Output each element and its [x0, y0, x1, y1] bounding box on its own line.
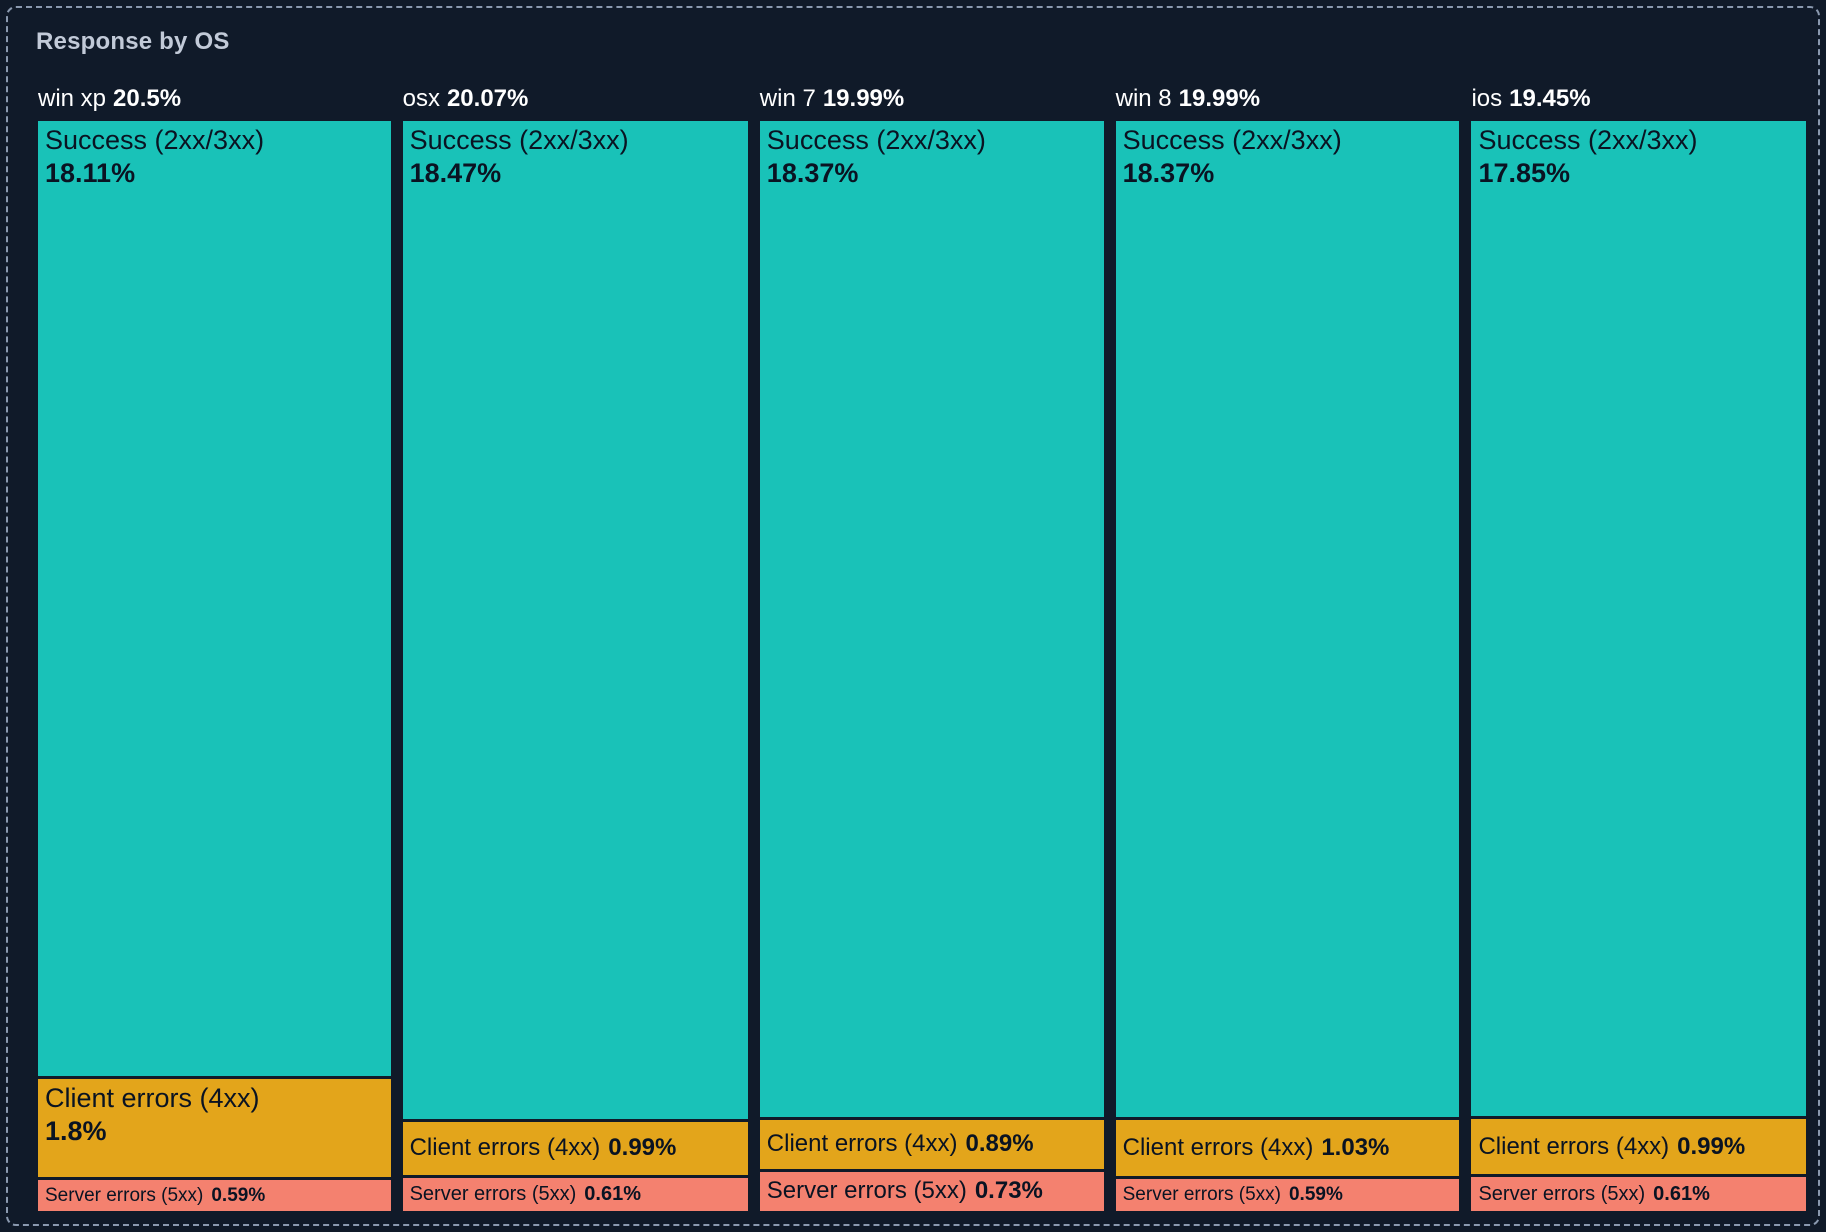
treemap-segment-osx-server-errors[interactable]: Server errors (5xx) 0.61% — [402, 1178, 748, 1212]
segment-label: Success (2xx/3xx) — [1478, 125, 1698, 155]
os-column-body: Success (2xx/3xx) 18.47% Client errors (4x… — [402, 121, 748, 1212]
segment-percent: 18.47% — [409, 158, 502, 188]
segment-percent: 1.03% — [1321, 1134, 1390, 1162]
segment-percent: 0.59% — [1288, 1184, 1343, 1206]
treemap-segment-win-8-client-errors[interactable]: Client errors (4xx) 1.03% — [1115, 1120, 1460, 1177]
os-name: ios — [1471, 85, 1503, 112]
treemap-segment-win-8-success[interactable]: Success (2xx/3xx) 18.37% — [1115, 121, 1460, 1118]
treemap-segment-win-xp-success[interactable]: Success (2xx/3xx) 18.11% — [38, 121, 391, 1077]
segment-label: Success (2xx/3xx) — [409, 125, 629, 155]
segment-label: Success (2xx/3xx) — [766, 125, 986, 155]
segment-percent: 18.37% — [766, 158, 859, 188]
os-column-label: win 7 19.99% — [760, 86, 1104, 111]
segment-label: Success (2xx/3xx) — [45, 125, 265, 155]
os-name: win xp — [38, 85, 107, 112]
treemap-column-win-8: win 8 19.99% Success (2xx/3xx) 18.37% Client… — [1115, 86, 1460, 1211]
panel-frame: Response by OS win xp 20.5% Success (2xx/3… — [6, 6, 1820, 1226]
segment-percent: 0.61% — [1653, 1182, 1710, 1205]
treemap-segment-win-xp-server-errors[interactable]: Server errors (5xx) 0.59% — [38, 1179, 391, 1212]
treemap-segment-win-7-server-errors[interactable]: Server errors (5xx) 0.73% — [759, 1171, 1104, 1211]
os-column-body: Success (2xx/3xx) 18.11% Client errors (4x… — [38, 121, 391, 1212]
treemap-column-win-7: win 7 19.99% Success (2xx/3xx) 18.37% Client… — [759, 86, 1104, 1211]
treemap-segment-osx-client-errors[interactable]: Client errors (4xx) 0.99% — [402, 1121, 748, 1176]
treemap-segment-ios-client-errors[interactable]: Client errors (4xx) 0.99% — [1471, 1119, 1806, 1175]
os-column-label: win 8 19.99% — [1116, 86, 1460, 111]
os-total-percent: 19.99% — [822, 85, 905, 112]
treemap-column-win-xp: win xp 20.5% Success (2xx/3xx) 18.11% Client… — [38, 86, 391, 1212]
os-total-percent: 20.07% — [446, 85, 529, 112]
segment-label: Server errors (5xx) — [766, 1177, 967, 1205]
treemap-segment-ios-server-errors[interactable]: Server errors (5xx) 0.61% — [1471, 1177, 1806, 1211]
segment-percent: 18.11% — [45, 158, 136, 188]
segment-percent: 0.89% — [965, 1130, 1034, 1158]
os-column-body: Success (2xx/3xx) 17.85% Client errors (4x… — [1471, 121, 1806, 1211]
os-column-label: win xp 20.5% — [38, 86, 391, 111]
os-name: win 8 — [1115, 85, 1172, 112]
os-column-label: ios 19.45% — [1471, 86, 1806, 111]
segment-percent: 17.85% — [1478, 158, 1571, 188]
segment-percent: 0.99% — [608, 1134, 677, 1162]
segment-label: Server errors (5xx) — [409, 1183, 577, 1206]
os-name: osx — [402, 85, 440, 112]
treemap-column-ios: ios 19.45% Success (2xx/3xx) 17.85% Client e… — [1471, 86, 1806, 1211]
segment-label: Client errors (4xx) — [45, 1083, 260, 1114]
response-by-os-treemap: win xp 20.5% Success (2xx/3xx) 18.11% Client… — [38, 86, 1806, 1212]
segment-label: Client errors (4xx) — [1122, 1134, 1314, 1162]
treemap-segment-win-7-client-errors[interactable]: Client errors (4xx) 0.89% — [759, 1120, 1104, 1169]
os-column-body: Success (2xx/3xx) 18.37% Client errors (4x… — [759, 121, 1104, 1211]
os-total-percent: 19.45% — [1509, 85, 1591, 112]
segment-label: Client errors (4xx) — [1478, 1132, 1670, 1160]
segment-label: Server errors (5xx) — [1122, 1184, 1281, 1206]
treemap-segment-win-xp-client-errors[interactable]: Client errors (4xx) 1.8% — [38, 1079, 391, 1177]
treemap-segment-win-8-server-errors[interactable]: Server errors (5xx) 0.59% — [1115, 1179, 1460, 1211]
panel-title: Response by OS — [36, 28, 230, 55]
segment-label: Client errors (4xx) — [766, 1130, 958, 1158]
segment-percent: 1.8% — [45, 1116, 107, 1147]
segment-label: Server errors (5xx) — [1478, 1182, 1646, 1205]
treemap-segment-win-7-success[interactable]: Success (2xx/3xx) 18.37% — [759, 121, 1104, 1118]
treemap-segment-osx-success[interactable]: Success (2xx/3xx) 18.47% — [402, 121, 748, 1119]
treemap-column-osx: osx 20.07% Success (2xx/3xx) 18.47% Client e… — [402, 86, 748, 1212]
os-column-body: Success (2xx/3xx) 18.37% Client errors (4x… — [1115, 121, 1460, 1211]
segment-percent: 18.37% — [1122, 158, 1215, 188]
segment-label: Client errors (4xx) — [409, 1134, 601, 1162]
os-total-percent: 20.5% — [113, 85, 182, 112]
segment-percent: 0.73% — [974, 1177, 1043, 1205]
segment-percent: 0.61% — [584, 1183, 642, 1206]
os-total-percent: 19.99% — [1178, 85, 1261, 112]
os-column-label: osx 20.07% — [403, 86, 748, 111]
treemap-segment-ios-success[interactable]: Success (2xx/3xx) 17.85% — [1471, 121, 1806, 1117]
segment-percent: 0.59% — [211, 1184, 266, 1206]
segment-label: Success (2xx/3xx) — [1122, 125, 1342, 155]
os-name: win 7 — [759, 85, 816, 112]
segment-label: Server errors (5xx) — [45, 1184, 204, 1206]
segment-percent: 0.99% — [1677, 1132, 1746, 1160]
